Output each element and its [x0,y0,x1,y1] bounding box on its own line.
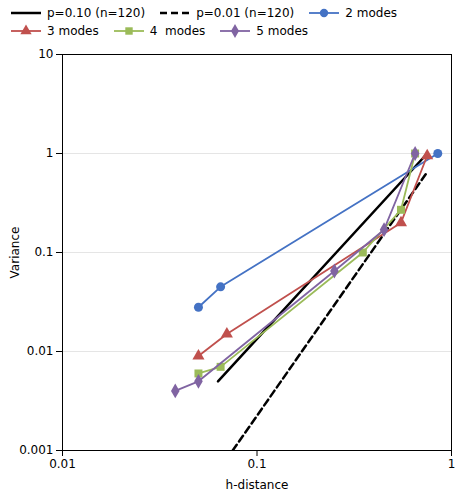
svg-text:10: 10 [38,47,53,61]
html-text:3 modes: 3 modes [47,24,99,38]
svg-text:0.1: 0.1 [34,245,53,259]
svg-text:1: 1 [448,457,456,471]
html-text:p=0.10 (n=120): p=0.10 (n=120) [47,6,146,20]
svg-text:0.1: 0.1 [247,457,266,471]
svg-text:h-distance: h-distance [226,478,289,492]
html-text:2 modes: 2 modes [345,6,397,20]
svg-text:1: 1 [46,146,54,160]
svg-text:0.01: 0.01 [27,344,54,358]
svg-text:Variance: Variance [8,227,22,279]
html-text:5 modes: 5 modes [256,24,308,38]
html-text:4 modes: 4 modes [149,24,206,38]
html-text:p=0.01 (n=120): p=0.01 (n=120) [196,6,295,20]
svg-text:0.01: 0.01 [49,457,76,471]
svg-text:0.001: 0.001 [19,443,53,457]
